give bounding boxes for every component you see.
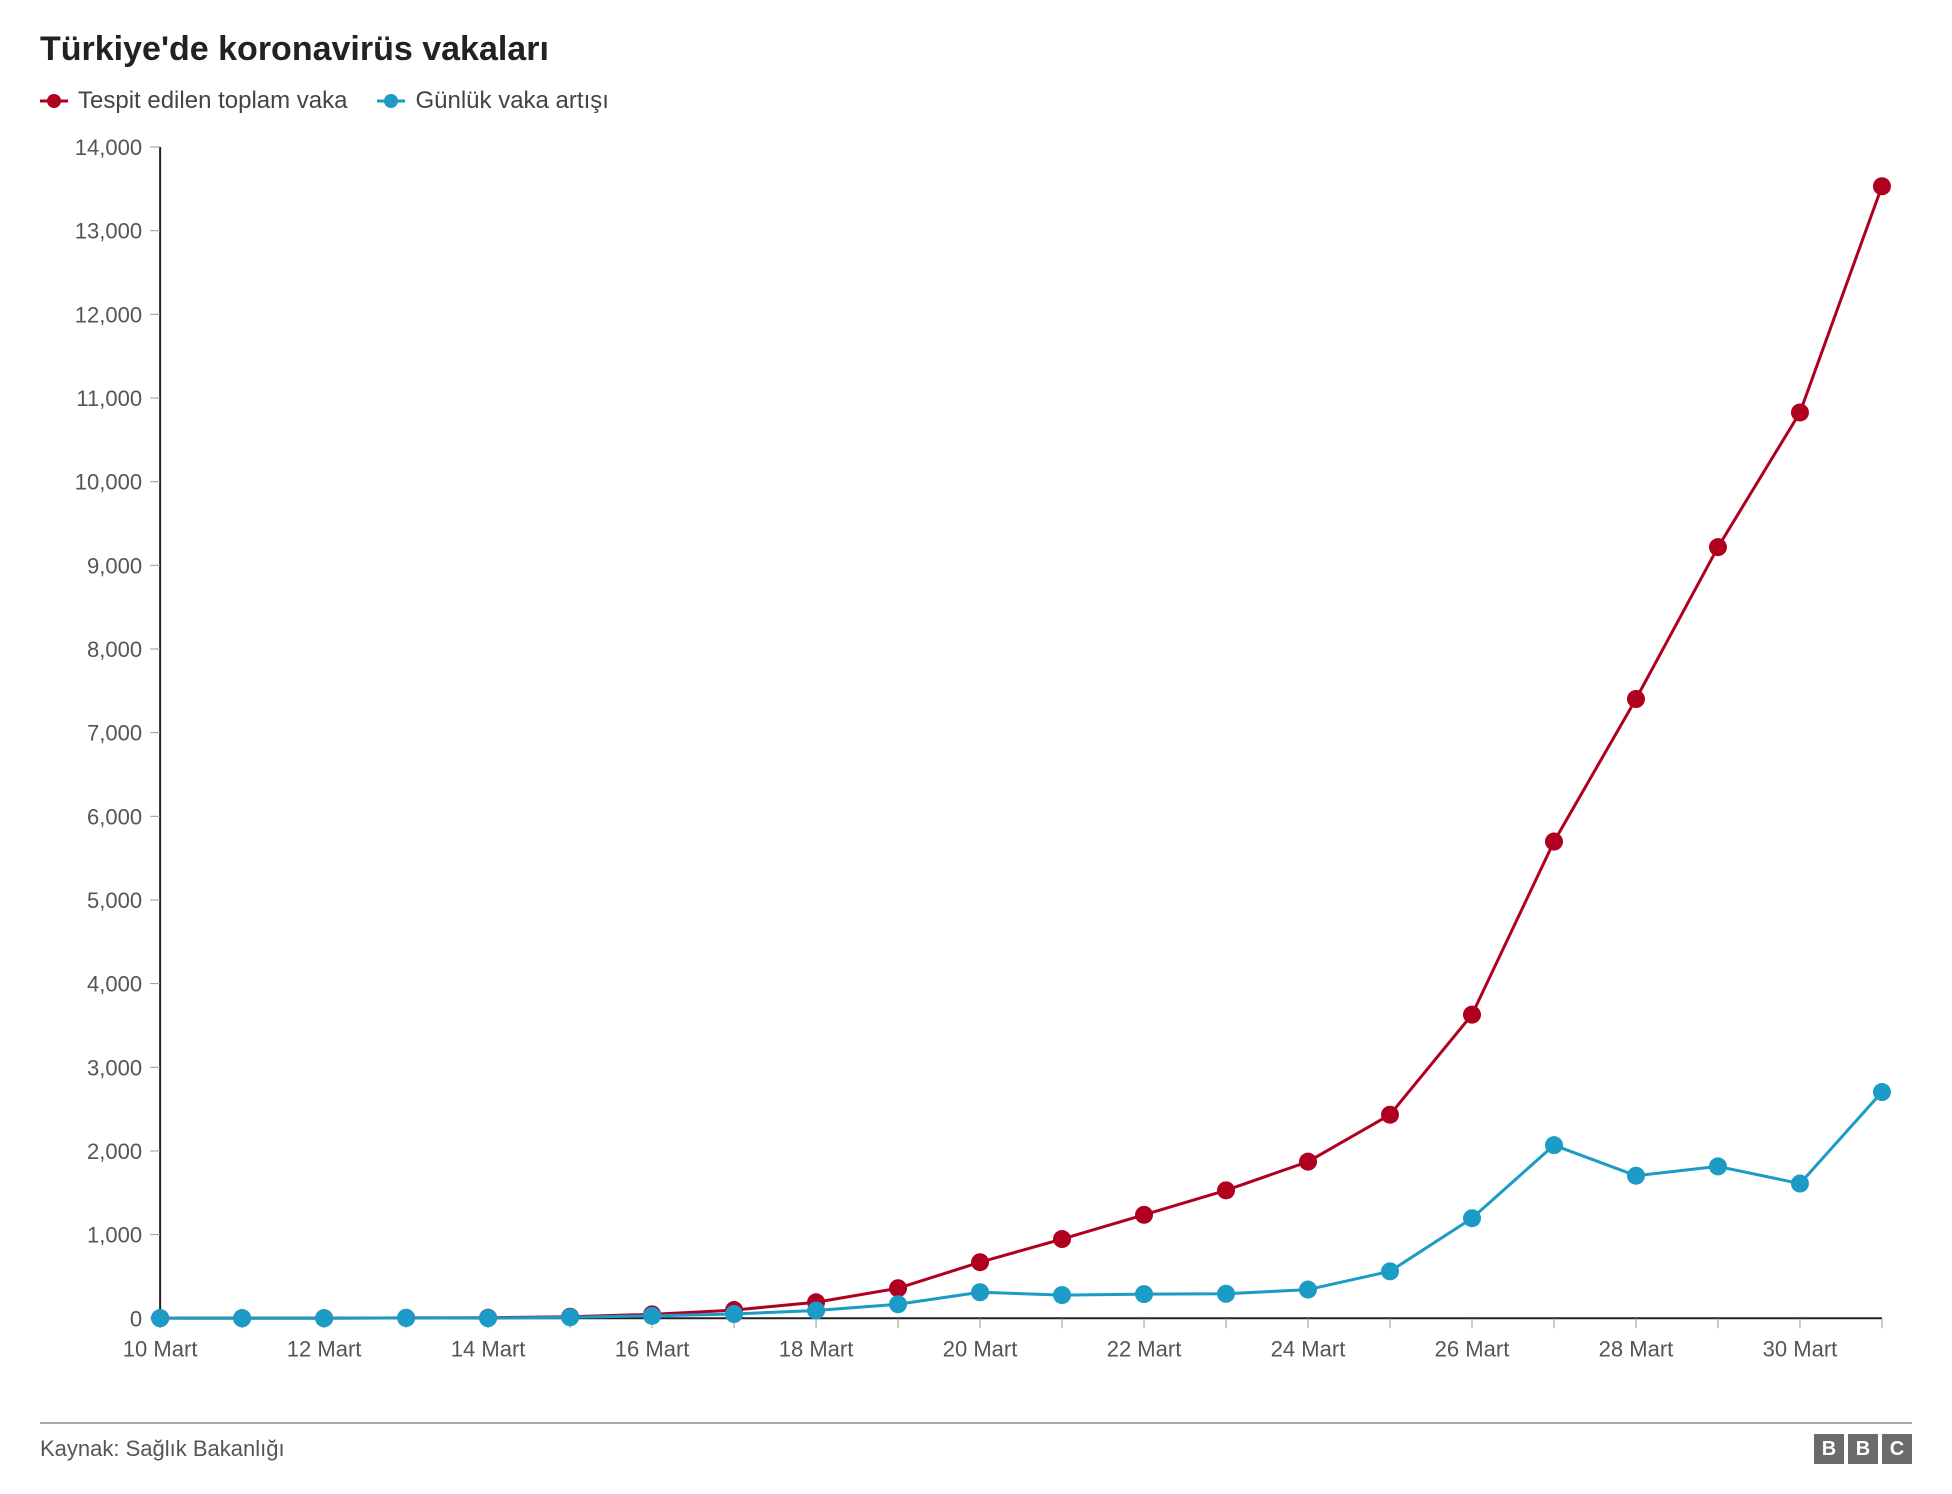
data-point bbox=[151, 1309, 169, 1327]
x-tick-label: 12 Mart bbox=[287, 1336, 362, 1361]
data-point bbox=[889, 1279, 907, 1297]
y-tick-label: 7,000 bbox=[87, 721, 142, 746]
data-point bbox=[1709, 1157, 1727, 1175]
data-point bbox=[1217, 1285, 1235, 1303]
x-tick-label: 22 Mart bbox=[1107, 1336, 1182, 1361]
bbc-logo-box: C bbox=[1882, 1434, 1912, 1464]
data-point bbox=[1791, 403, 1809, 421]
data-point bbox=[1791, 1175, 1809, 1193]
legend-item: Günlük vaka artışı bbox=[377, 87, 608, 115]
data-point bbox=[1381, 1262, 1399, 1280]
y-tick-label: 2,000 bbox=[87, 1139, 142, 1164]
x-tick-label: 24 Mart bbox=[1271, 1336, 1346, 1361]
chart-footer: Kaynak: Sağlık Bakanlığı BBC bbox=[40, 1422, 1912, 1464]
x-tick-label: 10 Mart bbox=[123, 1336, 198, 1361]
data-point bbox=[1299, 1153, 1317, 1171]
data-point bbox=[1627, 690, 1645, 708]
data-point bbox=[479, 1309, 497, 1327]
data-point bbox=[1463, 1209, 1481, 1227]
data-point bbox=[561, 1308, 579, 1326]
y-tick-label: 6,000 bbox=[87, 804, 142, 829]
y-tick-label: 12,000 bbox=[75, 302, 142, 327]
chart-container: Türkiye'de koronavirüs vakaları Tespit e… bbox=[40, 30, 1912, 1464]
x-tick-label: 28 Mart bbox=[1599, 1336, 1674, 1361]
data-point bbox=[1135, 1285, 1153, 1303]
data-point bbox=[1873, 177, 1891, 195]
x-tick-label: 16 Mart bbox=[615, 1336, 690, 1361]
data-point bbox=[1299, 1281, 1317, 1299]
source-label: Kaynak: Sağlık Bakanlığı bbox=[40, 1436, 285, 1462]
data-point bbox=[315, 1309, 333, 1327]
data-point bbox=[725, 1305, 743, 1323]
data-point bbox=[1463, 1006, 1481, 1024]
plot-area: 0 1,000 2,000 3,000 4,000 5,000 6,000 7,000 8,00… bbox=[40, 127, 1912, 1408]
data-point bbox=[807, 1301, 825, 1319]
data-point bbox=[971, 1253, 989, 1271]
legend-swatch bbox=[40, 95, 68, 107]
y-tick-label: 11,000 bbox=[76, 386, 142, 411]
legend-label: Günlük vaka artışı bbox=[415, 87, 608, 115]
y-tick-label: 5,000 bbox=[87, 888, 142, 913]
data-point bbox=[1545, 833, 1563, 851]
y-tick-label: 9,000 bbox=[87, 553, 142, 578]
data-point bbox=[1217, 1181, 1235, 1199]
data-point bbox=[1873, 1083, 1891, 1101]
y-tick-label: 10,000 bbox=[75, 470, 142, 495]
data-point bbox=[1053, 1286, 1071, 1304]
data-point bbox=[233, 1309, 251, 1327]
legend-label: Tespit edilen toplam vaka bbox=[78, 87, 347, 115]
y-tick-label: 3,000 bbox=[87, 1055, 142, 1080]
x-tick-label: 30 Mart bbox=[1763, 1336, 1838, 1361]
data-point bbox=[397, 1309, 415, 1327]
series-line bbox=[160, 186, 1882, 1318]
series-line bbox=[160, 1092, 1882, 1318]
y-tick-label: 1,000 bbox=[87, 1223, 142, 1248]
x-tick-label: 14 Mart bbox=[451, 1336, 526, 1361]
x-tick-label: 18 Mart bbox=[779, 1336, 854, 1361]
bbc-logo-box: B bbox=[1814, 1434, 1844, 1464]
legend: Tespit edilen toplam vaka Günlük vaka art… bbox=[40, 87, 1912, 115]
data-point bbox=[1709, 538, 1727, 556]
data-point bbox=[1545, 1136, 1563, 1154]
bbc-logo-box: B bbox=[1848, 1434, 1878, 1464]
y-tick-label: 0 bbox=[130, 1306, 142, 1331]
y-tick-label: 14,000 bbox=[75, 135, 142, 160]
chart-title: Türkiye'de koronavirüs vakaları bbox=[40, 30, 1912, 69]
data-point bbox=[1135, 1206, 1153, 1224]
data-point bbox=[643, 1307, 661, 1325]
y-tick-label: 4,000 bbox=[87, 972, 142, 997]
x-tick-label: 26 Mart bbox=[1435, 1336, 1510, 1361]
x-tick-label: 20 Mart bbox=[943, 1336, 1018, 1361]
data-point bbox=[1627, 1167, 1645, 1185]
legend-swatch bbox=[377, 95, 405, 107]
data-point bbox=[889, 1295, 907, 1313]
y-tick-label: 8,000 bbox=[87, 637, 142, 662]
data-point bbox=[971, 1283, 989, 1301]
data-point bbox=[1381, 1106, 1399, 1124]
line-chart-svg: 0 1,000 2,000 3,000 4,000 5,000 6,000 7,000 8,00… bbox=[40, 127, 1912, 1408]
bbc-logo: BBC bbox=[1814, 1434, 1912, 1464]
data-point bbox=[1053, 1230, 1071, 1248]
legend-item: Tespit edilen toplam vaka bbox=[40, 87, 347, 115]
y-tick-label: 13,000 bbox=[75, 219, 142, 244]
